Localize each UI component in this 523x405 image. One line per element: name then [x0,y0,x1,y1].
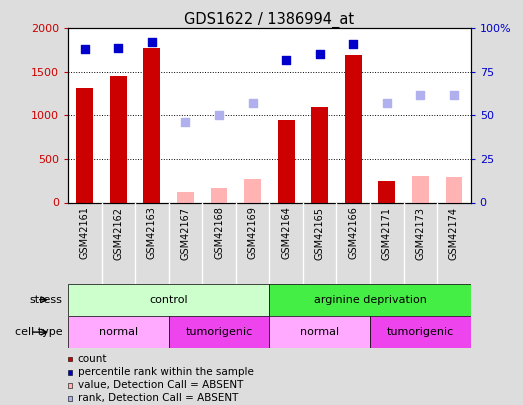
Point [383,100,391,107]
Text: tumorigenic: tumorigenic [386,327,454,337]
Text: tumorigenic: tumorigenic [185,327,253,337]
Bar [278,120,294,202]
Text: GSM42171: GSM42171 [382,207,392,260]
Bar [412,177,429,202]
Point [147,39,156,45]
Bar [269,316,370,348]
Point [215,112,223,119]
Bar [68,284,269,316]
Bar [110,76,127,202]
Text: GSM42173: GSM42173 [415,207,425,260]
Text: value, Detection Call = ABSENT: value, Detection Call = ABSENT [77,380,243,390]
Text: GSM42164: GSM42164 [281,207,291,260]
Bar [244,179,261,202]
Bar [269,284,471,316]
Bar [370,316,471,348]
Point [315,51,324,58]
Bar [143,47,160,202]
Text: count: count [77,354,107,364]
Text: arginine deprivation: arginine deprivation [314,295,426,305]
Bar [345,55,361,202]
Text: normal: normal [300,327,339,337]
Text: stress: stress [30,295,63,305]
Point [181,119,190,126]
Text: GSM42165: GSM42165 [315,207,325,260]
Text: GSM42166: GSM42166 [348,207,358,260]
Text: percentile rank within the sample: percentile rank within the sample [77,367,254,377]
Text: control: control [150,295,188,305]
Bar [76,88,93,202]
Text: GSM42162: GSM42162 [113,207,123,260]
Bar [211,188,228,202]
Text: GSM42169: GSM42169 [247,207,257,260]
Point [282,56,290,63]
Text: GSM42167: GSM42167 [180,207,190,260]
Bar [446,177,462,202]
Bar [311,107,328,202]
Point [349,41,357,47]
Bar [177,192,194,202]
Text: GSM42174: GSM42174 [449,207,459,260]
Point [114,44,122,51]
Text: rank, Detection Call = ABSENT: rank, Detection Call = ABSENT [77,393,238,403]
Text: normal: normal [99,327,138,337]
Point [81,46,89,53]
Text: GSM42161: GSM42161 [80,207,90,260]
Text: cell type: cell type [15,327,63,337]
Bar [168,316,269,348]
Point [248,100,257,107]
Text: GSM42168: GSM42168 [214,207,224,260]
Title: GDS1622 / 1386994_at: GDS1622 / 1386994_at [184,12,355,28]
Bar [379,181,395,202]
Point [450,91,458,98]
Point [416,91,425,98]
Text: GSM42163: GSM42163 [147,207,157,260]
Bar [68,316,168,348]
